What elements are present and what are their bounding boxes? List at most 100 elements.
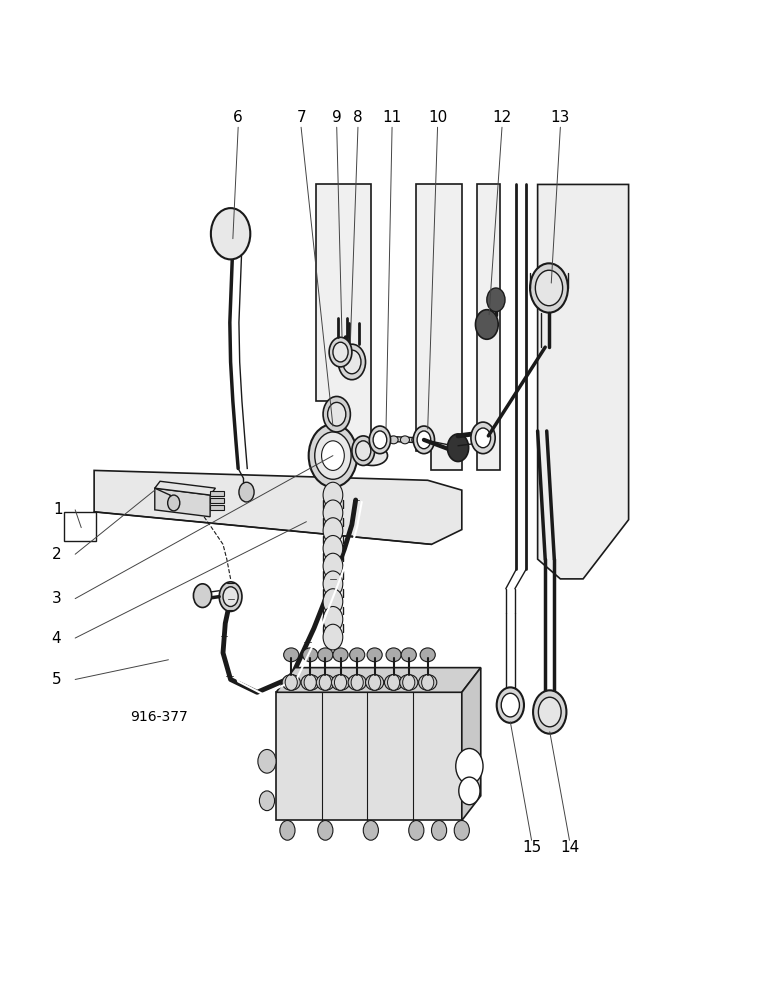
Polygon shape [276,668,481,692]
Text: 3: 3 [52,591,61,606]
Ellipse shape [357,446,388,465]
Circle shape [448,434,469,462]
Text: 2: 2 [52,547,61,562]
Circle shape [219,582,242,611]
Ellipse shape [540,280,558,296]
Text: 11: 11 [382,110,401,125]
Circle shape [318,820,333,840]
Text: 1: 1 [54,502,63,517]
Circle shape [280,820,295,840]
Circle shape [403,675,415,690]
Circle shape [476,428,491,448]
Bar [210,498,224,503]
Ellipse shape [348,675,366,690]
Circle shape [408,820,424,840]
Text: 8: 8 [353,110,363,125]
Circle shape [323,482,343,508]
Circle shape [259,791,275,811]
Ellipse shape [331,675,350,690]
Circle shape [315,432,351,479]
Circle shape [323,589,343,614]
Circle shape [373,431,387,449]
Circle shape [476,310,498,339]
Text: 12: 12 [493,110,512,125]
Text: 4: 4 [52,631,61,646]
Circle shape [322,441,344,470]
Polygon shape [378,436,420,443]
Text: 15: 15 [522,840,541,855]
Circle shape [323,571,343,597]
Circle shape [533,690,567,734]
Text: 7: 7 [296,110,306,125]
Ellipse shape [317,675,334,690]
Circle shape [432,820,447,840]
Polygon shape [317,184,371,441]
Circle shape [323,606,343,632]
Ellipse shape [301,675,320,690]
Ellipse shape [283,648,299,662]
Circle shape [334,675,347,690]
Circle shape [459,777,480,805]
Circle shape [333,342,348,362]
Polygon shape [537,184,628,579]
Circle shape [487,288,505,312]
Polygon shape [276,692,462,820]
Ellipse shape [378,436,387,444]
Bar [210,505,224,510]
Text: 9: 9 [332,110,341,125]
Ellipse shape [389,436,398,444]
Circle shape [356,441,371,461]
Ellipse shape [214,221,247,241]
Circle shape [471,422,495,454]
Circle shape [413,426,435,454]
Circle shape [538,697,561,727]
Ellipse shape [350,648,365,662]
Circle shape [501,693,520,717]
Circle shape [239,482,254,502]
Ellipse shape [367,648,382,662]
Circle shape [211,208,250,259]
Polygon shape [94,470,462,544]
Polygon shape [462,668,481,820]
Circle shape [368,675,381,690]
Circle shape [323,536,343,561]
Circle shape [329,337,352,367]
Ellipse shape [333,648,348,662]
Ellipse shape [418,675,437,690]
Circle shape [455,748,483,784]
Circle shape [417,431,431,449]
Bar [64,512,96,541]
Circle shape [327,402,346,426]
Ellipse shape [303,648,318,662]
Ellipse shape [219,243,242,254]
Circle shape [304,675,317,690]
Text: 14: 14 [560,840,579,855]
Circle shape [168,495,180,511]
Circle shape [258,749,276,773]
Ellipse shape [282,675,300,690]
Circle shape [323,518,343,543]
Polygon shape [477,184,499,470]
Ellipse shape [384,675,403,690]
Bar [210,491,224,496]
Circle shape [323,553,343,579]
Circle shape [530,263,568,313]
Circle shape [285,675,297,690]
Circle shape [535,270,563,306]
Circle shape [388,675,400,690]
Circle shape [223,587,239,606]
Circle shape [320,675,331,690]
Circle shape [323,396,350,432]
Circle shape [323,500,343,526]
Text: 10: 10 [428,110,447,125]
Circle shape [194,584,212,607]
Circle shape [364,820,378,840]
Ellipse shape [401,648,416,662]
Text: 916-377: 916-377 [130,710,188,724]
Ellipse shape [420,648,435,662]
Polygon shape [154,481,215,495]
Ellipse shape [411,436,421,444]
Circle shape [352,436,374,465]
Circle shape [422,675,434,690]
Text: 6: 6 [233,110,243,125]
